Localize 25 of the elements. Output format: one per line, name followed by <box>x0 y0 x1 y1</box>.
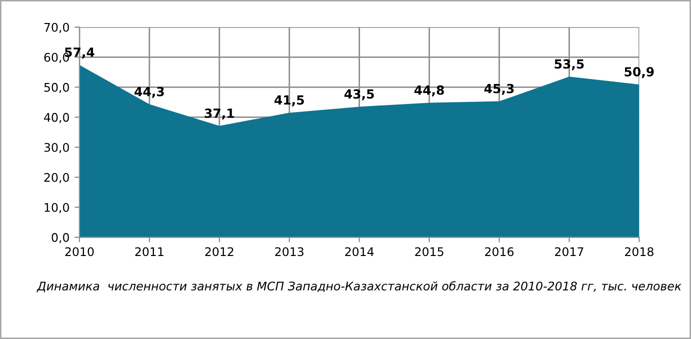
x-tick-label: 2011 <box>135 247 164 256</box>
data-label: 43,5 <box>344 89 374 100</box>
x-tick-label: 2016 <box>485 247 514 256</box>
data-label: 50,9 <box>624 67 654 78</box>
y-tick-label: 40,0 <box>44 112 69 124</box>
data-label: 45,3 <box>484 84 514 95</box>
data-label: 53,5 <box>554 59 584 70</box>
data-label: 41,5 <box>274 95 304 106</box>
y-tick-label: 70,0 <box>44 22 69 33</box>
x-tick-label: 2013 <box>275 247 304 256</box>
y-tick-label: 30,0 <box>44 142 69 154</box>
y-tick-label: 20,0 <box>44 172 69 184</box>
data-label: 44,3 <box>134 86 164 98</box>
text: Динамика численности занятых в МСП Западно-Казахстанской области за 2010-2018 гг, тыс. человек <box>36 281 682 292</box>
x-tick-label: 2010 <box>65 247 94 256</box>
y-tick-label: 50,0 <box>44 82 69 94</box>
x-tick-label: 2014 <box>345 247 374 256</box>
y-tick-label: 0,0 <box>52 233 69 244</box>
x-tick-label: 2015 <box>415 247 444 256</box>
x-tick-label: 2012 <box>205 247 234 256</box>
x-tick-label: 2017 <box>555 247 584 256</box>
data-label: 37,1 <box>204 108 234 120</box>
data-label: 44,8 <box>414 85 444 96</box>
y-tick-label: 10,0 <box>44 203 69 214</box>
x-tick-label: 2018 <box>625 247 654 256</box>
